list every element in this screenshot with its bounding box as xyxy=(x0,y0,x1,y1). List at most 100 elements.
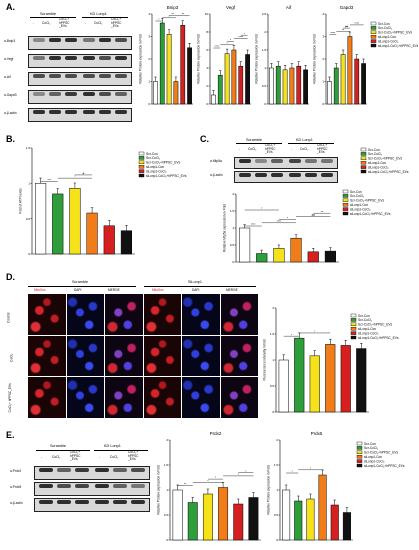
legend-swatch xyxy=(342,207,349,211)
legend-label: siLonp1-Con xyxy=(146,165,164,169)
significance-mark: **** xyxy=(214,45,220,49)
lane-label: CoCl₂+ hPPSC _EVs xyxy=(111,17,122,29)
legend-label: Scr-CoCl₂ xyxy=(358,318,373,322)
bar xyxy=(248,497,259,541)
micro-image xyxy=(105,335,143,377)
bar xyxy=(340,54,346,105)
legend-label: Scr-CoCl₂ xyxy=(378,26,393,30)
bar xyxy=(306,498,315,541)
legend-swatch xyxy=(138,160,145,165)
legend-label: siLonp1-CoCl₂ xyxy=(146,169,167,173)
bar xyxy=(333,67,339,105)
legend-swatch xyxy=(370,26,377,30)
bar xyxy=(290,237,302,263)
legend: Scr-ConScr-CoCl₂Scr-CoCl₂+hPPSC_EVssiLon… xyxy=(138,151,187,178)
legend-swatch xyxy=(138,151,145,156)
panel-a-blot: Scramble KD Lonp1 - CoCl₂ CoCl₂+ hPPSC _… xyxy=(4,12,134,122)
chart-title: Gapd3 xyxy=(340,5,354,10)
legend-swatch xyxy=(360,165,367,169)
legend: Scr-ConScr-CoCl₂Scr-CoCl₂+hPPSC_EVssiLon… xyxy=(350,314,399,340)
chart-title: Vegf xyxy=(226,5,236,10)
bar xyxy=(172,489,183,541)
legend-swatch xyxy=(342,194,349,198)
legend-label: siLonp1-CoCl₂ xyxy=(350,207,371,211)
bar xyxy=(69,188,81,255)
micro-image xyxy=(105,294,143,335)
legend-label: Scr-CoCl₂+hPPSC_EVs xyxy=(364,451,399,455)
lane-label: - xyxy=(239,147,241,151)
bar xyxy=(354,58,360,105)
group-line xyxy=(144,286,256,287)
y-tick-label: 1 xyxy=(322,80,324,84)
micro-image xyxy=(143,377,181,418)
significance-mark: * xyxy=(74,175,76,179)
significance-mark: ** xyxy=(321,210,324,214)
y-tick-label: 0 xyxy=(166,538,168,542)
bar xyxy=(303,69,308,105)
lane-label: CoCl₂+ hPPSC _EVs xyxy=(265,143,276,155)
lane-label: CoCl₂ xyxy=(94,21,103,25)
bar xyxy=(361,63,366,105)
y-tick-label: 0 xyxy=(148,102,150,106)
y-tick-label: 4 xyxy=(206,66,208,70)
blot-row-label: α-β-actin xyxy=(10,501,23,505)
lane-label: CoCl₂+ hPPSC _EVs xyxy=(70,450,81,462)
micro-col-label: DAPI xyxy=(192,288,200,292)
y-tick-label: 0 xyxy=(322,102,324,106)
blot-row-label: α-β-actin xyxy=(210,173,223,177)
significance-mark: * xyxy=(291,333,293,337)
legend-label: siLonp1-CoCl₂+hPPSC_EVs xyxy=(364,464,405,468)
group-line xyxy=(288,143,334,144)
bar xyxy=(239,227,251,263)
chart-e-prdx2: Prdx2 Relative Protein expression in Fold… xyxy=(157,431,261,542)
y-tick-label: 1 xyxy=(232,226,234,230)
micro-col-label: DAPI xyxy=(74,288,82,292)
legend-label: Scr-Con xyxy=(378,22,390,26)
legend-label: siLonp1-CoCl₂+hPPSC_EVs xyxy=(146,174,187,178)
y-axis-label: Relative Protein expression in Fold xyxy=(139,34,143,83)
bar xyxy=(166,34,172,105)
chart-a-bnip3: Bnip3 Relative Protein expression in Fold… xyxy=(139,5,193,106)
blot-group-label: KD Lonp1 xyxy=(296,138,313,142)
y-tick-label: 2 xyxy=(232,192,234,196)
blot-row-label: α-β-actin xyxy=(4,111,17,115)
bar xyxy=(318,474,327,541)
chart-title: Aif xyxy=(286,5,292,10)
bar xyxy=(153,81,158,105)
lane-label: - xyxy=(85,21,87,25)
y-tick-label: 1.5 xyxy=(26,146,31,150)
bar xyxy=(238,65,244,105)
significance-mark: ## xyxy=(312,213,316,217)
y-tick-label: 0.5 xyxy=(26,217,31,221)
bar xyxy=(289,67,295,105)
group-line xyxy=(30,17,76,18)
legend-label: Scr-Con xyxy=(364,442,376,446)
significance-mark: # xyxy=(83,172,85,176)
blot-row-label: α-Vegf xyxy=(4,57,14,61)
significance-mark: * xyxy=(168,14,170,18)
micro-group-label: Scramble xyxy=(72,280,89,284)
legend-label: Scr-Con xyxy=(358,314,370,318)
micro-row-label: CoCl₂ xyxy=(9,353,14,362)
legend-label: Scr-CoCl₂ xyxy=(368,152,383,156)
y-tick-label: 2.5 xyxy=(262,12,267,16)
bar xyxy=(217,74,223,105)
legend-swatch xyxy=(360,156,367,161)
chart-c-mtp5a: Relative Mtp5a expression in Fold 0 0.5 1 1.… xyxy=(223,192,339,264)
panel-e-letter: E. xyxy=(6,430,15,440)
micro-image xyxy=(28,294,66,335)
y-tick-label: 2 xyxy=(264,30,266,34)
lane-label: CoCl₂ xyxy=(248,147,257,151)
lane-label: CoCl₂ xyxy=(300,147,309,151)
y-axis-label: Relative Protein expression in Fold xyxy=(197,34,201,83)
legend: Scr-ConScr-CoCl₂Scr-CoCl₂+hPPSC_EVssiLon… xyxy=(342,189,391,216)
bar xyxy=(202,493,213,541)
micro-image xyxy=(66,294,104,335)
legend-swatch xyxy=(370,21,377,26)
micro-row-label: Control xyxy=(6,312,11,323)
lane-label: - xyxy=(99,455,101,459)
legend-label: Scr-CoCl₂+hPPSC_EVs xyxy=(368,157,403,161)
micro-row-label: CoCl₂+ hPPSC_EVs xyxy=(7,383,12,413)
bar xyxy=(245,54,250,105)
blot-strip xyxy=(28,54,132,68)
